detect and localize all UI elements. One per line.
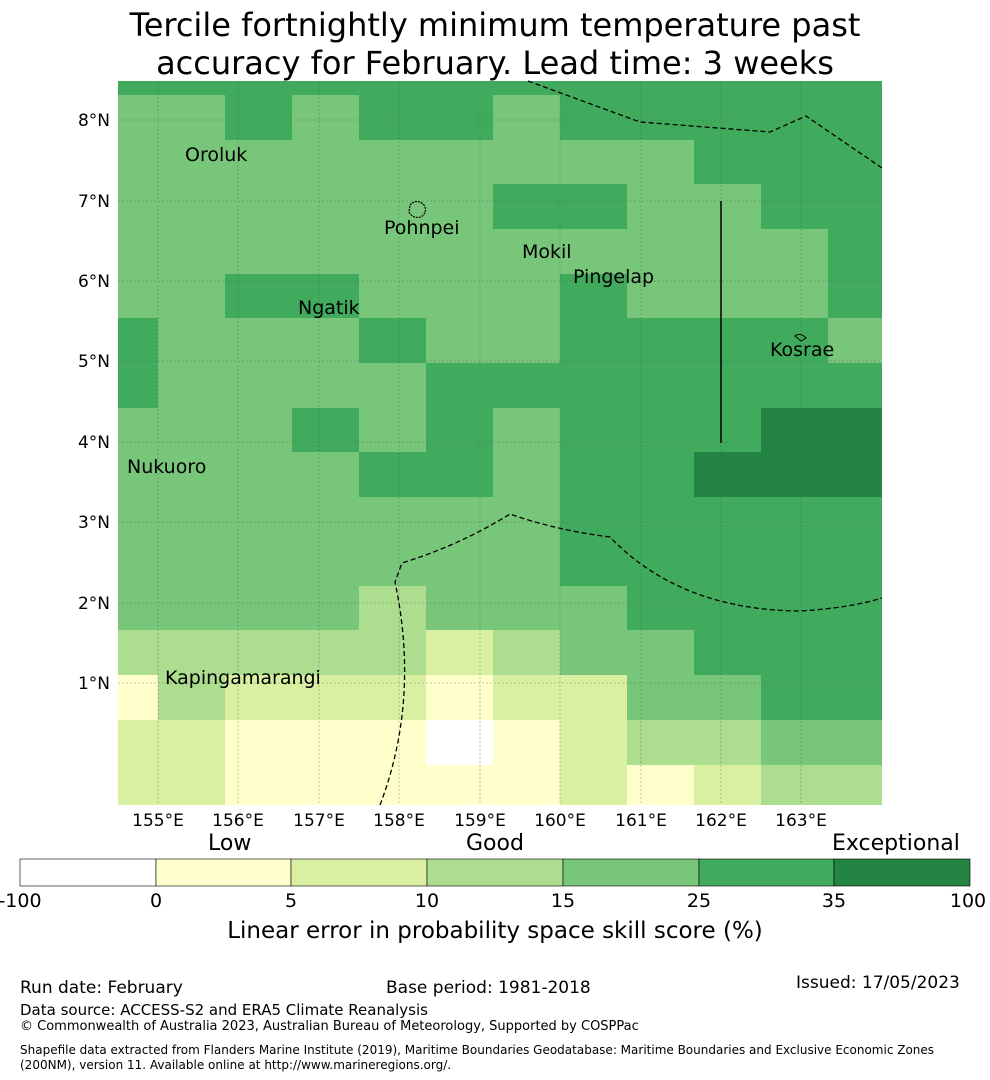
colorbar-tick: 15 [550, 890, 576, 912]
colorbar-segment [290, 858, 428, 887]
grid-cell [560, 452, 694, 497]
lon-tick-label: 155°E [132, 811, 184, 831]
colorbar-segment [19, 858, 157, 887]
lon-tick-label: 158°E [373, 811, 425, 831]
place-label-kosrae: Kosrae [770, 339, 834, 361]
lon-tick-label: 160°E [534, 811, 586, 831]
lat-tick-label: 8°N [78, 111, 110, 131]
lat-tick-label: 3°N [78, 513, 110, 533]
place-label-kapingamarangi: Kapingamarangi [165, 667, 321, 689]
grid-cell [426, 408, 493, 452]
grid-cell [118, 81, 882, 95]
grid-cell [359, 452, 493, 497]
map-title: Tercile fortnightly minimum temperature … [0, 6, 990, 82]
colorbar-tick: 100 [949, 890, 987, 912]
colorbar-tick: 5 [284, 890, 298, 912]
lat-tick-label: 4°N [78, 433, 110, 453]
colorbar-category-good: Good [466, 831, 524, 856]
colorbar-tick: 0 [149, 890, 163, 912]
grid-cell [225, 274, 359, 318]
shapefile-credit-line-1: Shapefile data extracted from Flanders M… [20, 1043, 935, 1057]
lon-tick-label: 162°E [695, 811, 747, 831]
run-date: Run date: February [20, 978, 183, 998]
grid-cell [118, 318, 158, 408]
place-label-pingelap: Pingelap [573, 266, 654, 288]
grid-cell [118, 720, 225, 805]
grid-cell [761, 675, 882, 720]
skill-grid [118, 81, 882, 805]
lat-tick-label: 7°N [78, 192, 110, 212]
grid-cell [761, 184, 882, 229]
colorbar [19, 858, 971, 887]
colorbar-axis-label: Linear error in probability space skill … [227, 918, 763, 944]
eez-boundaries [379, 80, 883, 806]
title-line-1: Tercile fortnightly minimum temperature … [129, 6, 861, 44]
grid-cell [694, 765, 761, 805]
grid-cell [761, 765, 882, 805]
lat-tick-label: 1°N [78, 674, 110, 694]
grid-cell [560, 408, 761, 452]
grid-cell [627, 720, 761, 765]
lon-tick-label: 161°E [615, 811, 667, 831]
grid-cell [560, 274, 627, 318]
eez-boundary-south [379, 513, 883, 806]
shapefile-credit-line-2: (200NM), version 11. Available online at… [20, 1058, 452, 1072]
colorbar-tick: -100 [0, 890, 42, 912]
colorbar-segment [155, 858, 292, 887]
lon-tick-label: 159°E [454, 811, 506, 831]
grid-cell [560, 630, 694, 675]
grid-cell [694, 630, 882, 675]
lon-tick-label: 156°E [212, 811, 264, 831]
colorbar-segment [426, 858, 564, 887]
place-label-pohnpei: Pohnpei [384, 217, 460, 239]
grid-cell [828, 229, 882, 318]
grid-cell [426, 720, 493, 765]
grid-cell [627, 765, 694, 805]
grid-cell [426, 363, 882, 408]
grid-cell [225, 95, 292, 140]
eez-boundary-north [527, 80, 883, 169]
grid-cell [426, 630, 493, 675]
grid-cell [761, 408, 882, 452]
colorbar-tick: 10 [414, 890, 440, 912]
lon-tick-label: 157°E [293, 811, 345, 831]
grid-cell [292, 408, 359, 452]
grid-cell [694, 452, 882, 497]
kosrae-island-shape [794, 333, 807, 342]
lat-tick-label: 5°N [78, 352, 110, 372]
colorbar-tick: 25 [686, 890, 712, 912]
place-label-mokil: Mokil [522, 241, 572, 263]
grid-cell [627, 675, 761, 720]
grid-cell [426, 675, 493, 720]
colorbar-category-exceptional: Exceptional [832, 831, 960, 856]
grid-cell [359, 95, 493, 140]
place-label-nukuoro: Nukuoro [127, 456, 206, 478]
colorbar-tick: 35 [821, 890, 847, 912]
data-source: Data source: ACCESS-S2 and ERA5 Climate … [20, 1001, 428, 1019]
issued-date: Issued: 17/05/2023 [796, 973, 960, 993]
lat-tick-label: 2°N [78, 594, 110, 614]
place-label-ngatik: Ngatik [298, 297, 360, 319]
grid-cell [158, 675, 225, 720]
grid-cell [118, 675, 158, 720]
copyright: © Commonwealth of Australia 2023, Austra… [20, 1019, 639, 1034]
base-period: Base period: 1981-2018 [386, 978, 591, 998]
place-label-oroluk: Oroluk [185, 144, 247, 166]
grid-cell [560, 720, 627, 805]
colorbar-segment [698, 858, 835, 887]
grid-cell [694, 140, 882, 184]
grid-cell [225, 720, 560, 805]
title-line-2: accuracy for February. Lead time: 3 week… [156, 44, 834, 82]
colorbar-segment [833, 858, 971, 887]
grid-cell [359, 318, 426, 363]
colorbar-segment [562, 858, 700, 887]
lat-tick-label: 6°N [78, 272, 110, 292]
colorbar-category-low: Low [208, 831, 252, 856]
grid-cell [761, 720, 882, 765]
grid-cell [359, 586, 426, 630]
lon-tick-label: 163°E [775, 811, 827, 831]
grid-cell [560, 318, 828, 363]
